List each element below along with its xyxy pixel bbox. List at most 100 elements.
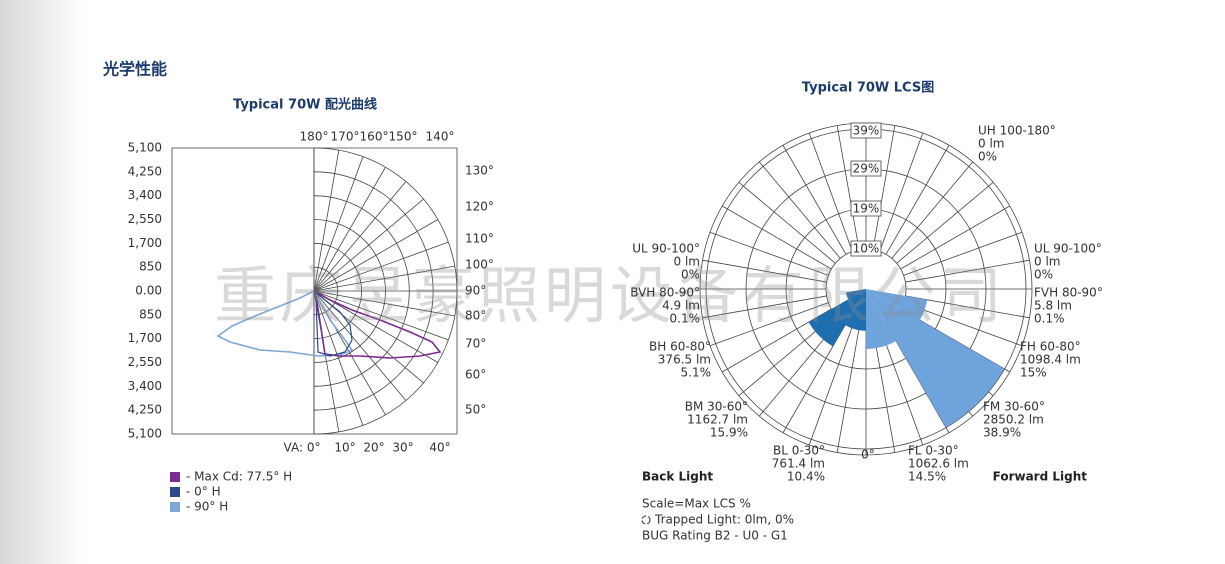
angle-label: 40° (429, 441, 450, 455)
zone-label: 0 lm (1034, 255, 1060, 269)
y-tick-label: 2,550 (128, 355, 162, 369)
zone-wedge (845, 289, 866, 300)
ring-label: 19% (853, 202, 880, 216)
y-tick-label: 4,250 (128, 164, 162, 178)
zone-wedge (866, 289, 928, 321)
angle-label: 130° (465, 164, 494, 178)
zone-wedge (866, 289, 896, 349)
zone-label: 5.1% (681, 366, 712, 380)
angle-label: 110° (465, 232, 494, 246)
spoke (738, 181, 836, 264)
angle-label: 80° (465, 309, 486, 323)
forward-label: Forward Light (993, 470, 1088, 484)
ring-label-box (850, 240, 882, 257)
ring-label: 39% (853, 124, 880, 138)
zone-label: UL 90-100° (632, 242, 700, 256)
y-tick-label: 850 (139, 307, 162, 321)
spoke (758, 161, 841, 259)
zone-wedge (866, 289, 1005, 428)
zone-label: 0% (978, 150, 997, 164)
zone-label: 15.9% (710, 426, 748, 440)
nadir-label: 0° (861, 448, 875, 462)
legend-swatch (170, 472, 180, 482)
zone-wedge (808, 289, 866, 347)
zone-label: BM 30-60° (685, 400, 748, 414)
spoke (782, 145, 847, 255)
zone-label: 0% (681, 268, 700, 282)
zone-wedge (845, 289, 866, 331)
grid-spoke (313, 156, 364, 292)
ring-label: 29% (853, 162, 880, 176)
chart-title: Typical 70W 配光曲线 (233, 97, 377, 113)
legend-swatch (170, 502, 180, 512)
zone-label: 14.5% (908, 470, 946, 484)
zone-label: 10.4% (787, 470, 825, 484)
y-tick-label: 4,250 (128, 403, 162, 417)
angle-label: 60° (465, 368, 486, 382)
y-tick-label: 1,700 (128, 236, 162, 250)
angle-label: 90° (465, 284, 486, 298)
spoke (702, 295, 827, 319)
spoke (905, 295, 1030, 319)
grid-spoke (313, 219, 439, 292)
grid-spoke (313, 241, 449, 292)
y-tick-label: 3,400 (128, 188, 162, 202)
grid-spoke (313, 150, 340, 292)
curve-max (313, 290, 442, 359)
angle-label: 30° (392, 441, 413, 455)
curve-90h (216, 290, 354, 357)
zone-label: BH 60-80° (649, 340, 711, 354)
ring-label-box (850, 200, 882, 217)
zone-label: 38.9% (983, 426, 1021, 440)
zone-label: 376.5 lm (658, 353, 711, 367)
zone-label: 5.8 lm (1034, 299, 1072, 313)
zone-label: UH 100-180° (978, 124, 1056, 138)
y-tick-label: 5,100 (128, 141, 162, 155)
angle-label: 100° (465, 258, 494, 272)
zone-label: FH 60-80° (1020, 340, 1081, 354)
grid-spoke (313, 290, 449, 341)
angle-label: VA: 0° (284, 441, 321, 455)
y-tick-label: 2,550 (128, 212, 162, 226)
back-label: Back Light (642, 470, 713, 484)
grid-spoke (313, 290, 455, 317)
grid-spoke (313, 290, 407, 401)
spoke (872, 328, 896, 453)
zone-label: 0.1% (670, 312, 701, 326)
spoke (879, 326, 924, 446)
note: Scale=Max LCS % (642, 497, 751, 511)
trapped-icon (641, 515, 651, 525)
spoke (709, 231, 829, 276)
zone-label: BVH 80-90° (630, 286, 700, 300)
spoke (808, 326, 853, 446)
zone-label: 0.1% (1034, 312, 1065, 326)
section-title: 光学性能 (102, 60, 167, 79)
zone-label: FM 30-60° (983, 400, 1045, 414)
angle-label: 10° (334, 441, 355, 455)
ring-label-box (850, 122, 882, 139)
chart-title: Typical 70W LCS图 (802, 81, 934, 96)
spoke (836, 328, 860, 453)
zone-label: 0 lm (674, 255, 700, 269)
legend-swatch (170, 487, 180, 497)
y-tick-label: 5,100 (128, 427, 162, 441)
spoke (900, 205, 1010, 270)
spoke (808, 132, 853, 252)
zone-label: 761.4 lm (772, 457, 825, 471)
zone-label: 15% (1020, 366, 1047, 380)
zone-label: UL 90-100° (1034, 242, 1102, 256)
y-tick-label: 0.00 (135, 284, 162, 298)
angle-label: 150° (389, 130, 418, 144)
grid-spoke (313, 290, 364, 426)
grid-spoke (313, 166, 386, 292)
angle-label: 70° (465, 337, 486, 351)
curve-0h (313, 290, 353, 357)
note: BUG Rating B2 - U0 - G1 (642, 529, 788, 543)
note: Trapped Light: 0lm, 0% (654, 513, 794, 527)
zone-label: BL 0-30° (773, 444, 825, 458)
angle-label: 160° (360, 130, 389, 144)
zone-label: 0 lm (978, 137, 1004, 151)
spoke (879, 132, 924, 252)
legend-label: - 90° H (186, 500, 228, 514)
